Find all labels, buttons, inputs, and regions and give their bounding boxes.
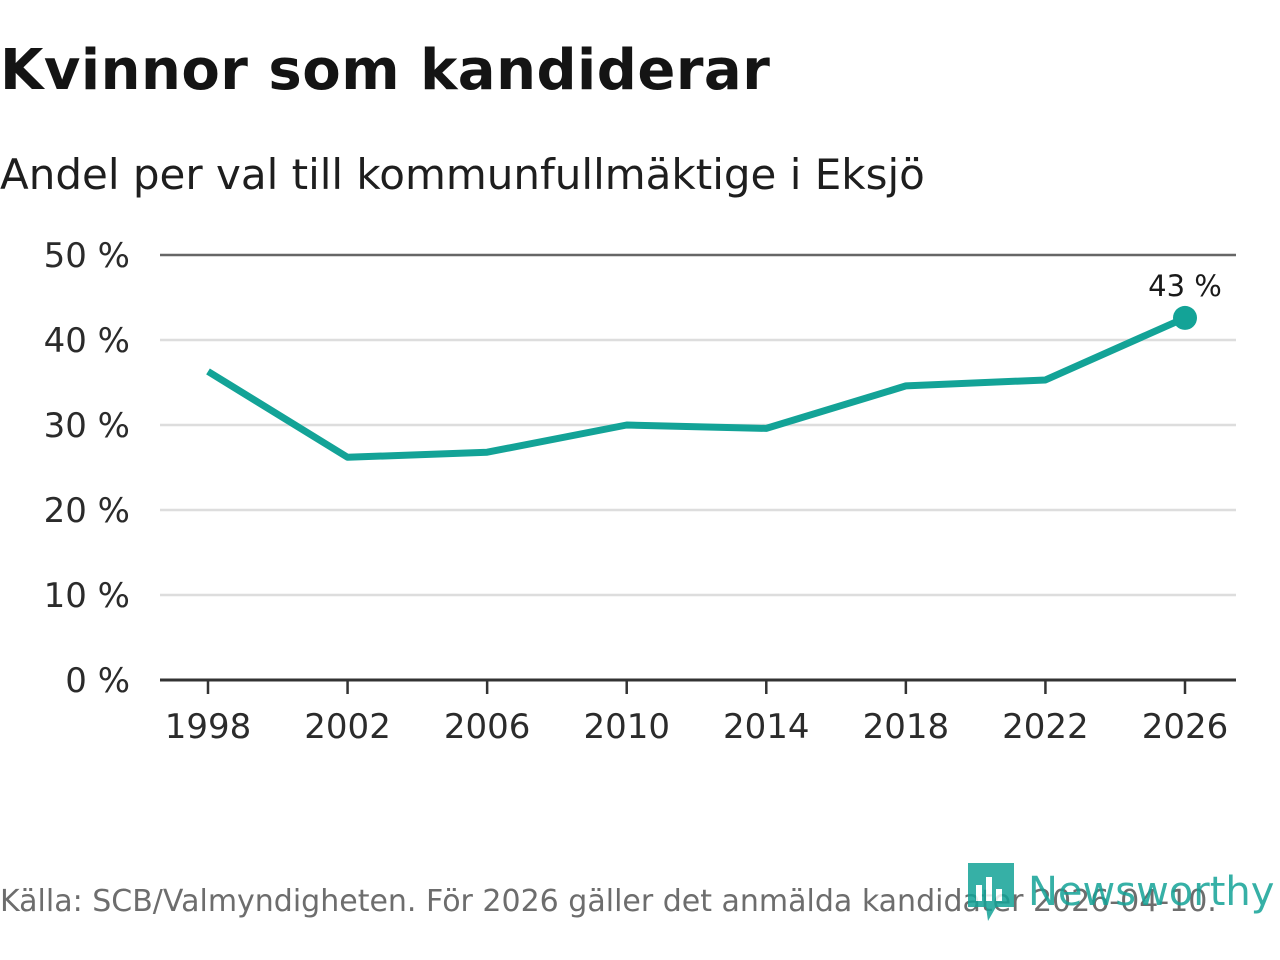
y-axis-tick-labels: 0 % 10 % 20 % 30 % 40 % 50 % bbox=[44, 236, 130, 701]
x-axis bbox=[160, 678, 1236, 694]
last-point-marker bbox=[1173, 305, 1197, 330]
x-tick-label: 1998 bbox=[165, 707, 252, 747]
chart-title: Kvinnor som kandiderar bbox=[0, 38, 771, 103]
source-note: Källa: SCB/Valmyndigheten. För 2026 gäll… bbox=[0, 884, 1217, 919]
x-tick-label: 2026 bbox=[1142, 707, 1229, 747]
x-tick-label: 2002 bbox=[304, 707, 391, 747]
x-tick-label: 2006 bbox=[444, 707, 531, 747]
y-tick-label: 10 % bbox=[44, 576, 130, 616]
newsworthy-logo-icon bbox=[968, 863, 1014, 921]
x-axis-tick-labels: 1998 2002 2006 2010 2014 2018 2022 2026 bbox=[165, 707, 1229, 747]
line-chart: 0 % 10 % 20 % 30 % 40 % 50 % 1998 2002 2006 2010… bbox=[44, 236, 1236, 747]
series-line bbox=[206, 314, 1187, 461]
y-tick-label: 0 % bbox=[65, 661, 130, 701]
x-tick-label: 2014 bbox=[723, 707, 810, 747]
x-tick-label: 2022 bbox=[1002, 707, 1089, 747]
y-tick-label: 50 % bbox=[44, 236, 130, 276]
brand-name: Newsworthy bbox=[1028, 869, 1275, 915]
series bbox=[206, 314, 1187, 461]
chart-subtitle: Andel per val till kommunfullmäktige i E… bbox=[0, 150, 925, 199]
y-tick-label: 20 % bbox=[44, 491, 130, 531]
y-tick-label: 40 % bbox=[44, 321, 130, 361]
annotations: 43 % bbox=[1148, 269, 1222, 330]
x-tick-label: 2018 bbox=[863, 707, 950, 747]
x-tick-label: 2010 bbox=[583, 707, 670, 747]
last-point-label: 43 % bbox=[1148, 269, 1222, 303]
brand-logo: Newsworthy bbox=[966, 862, 1274, 922]
y-tick-label: 30 % bbox=[44, 406, 130, 446]
